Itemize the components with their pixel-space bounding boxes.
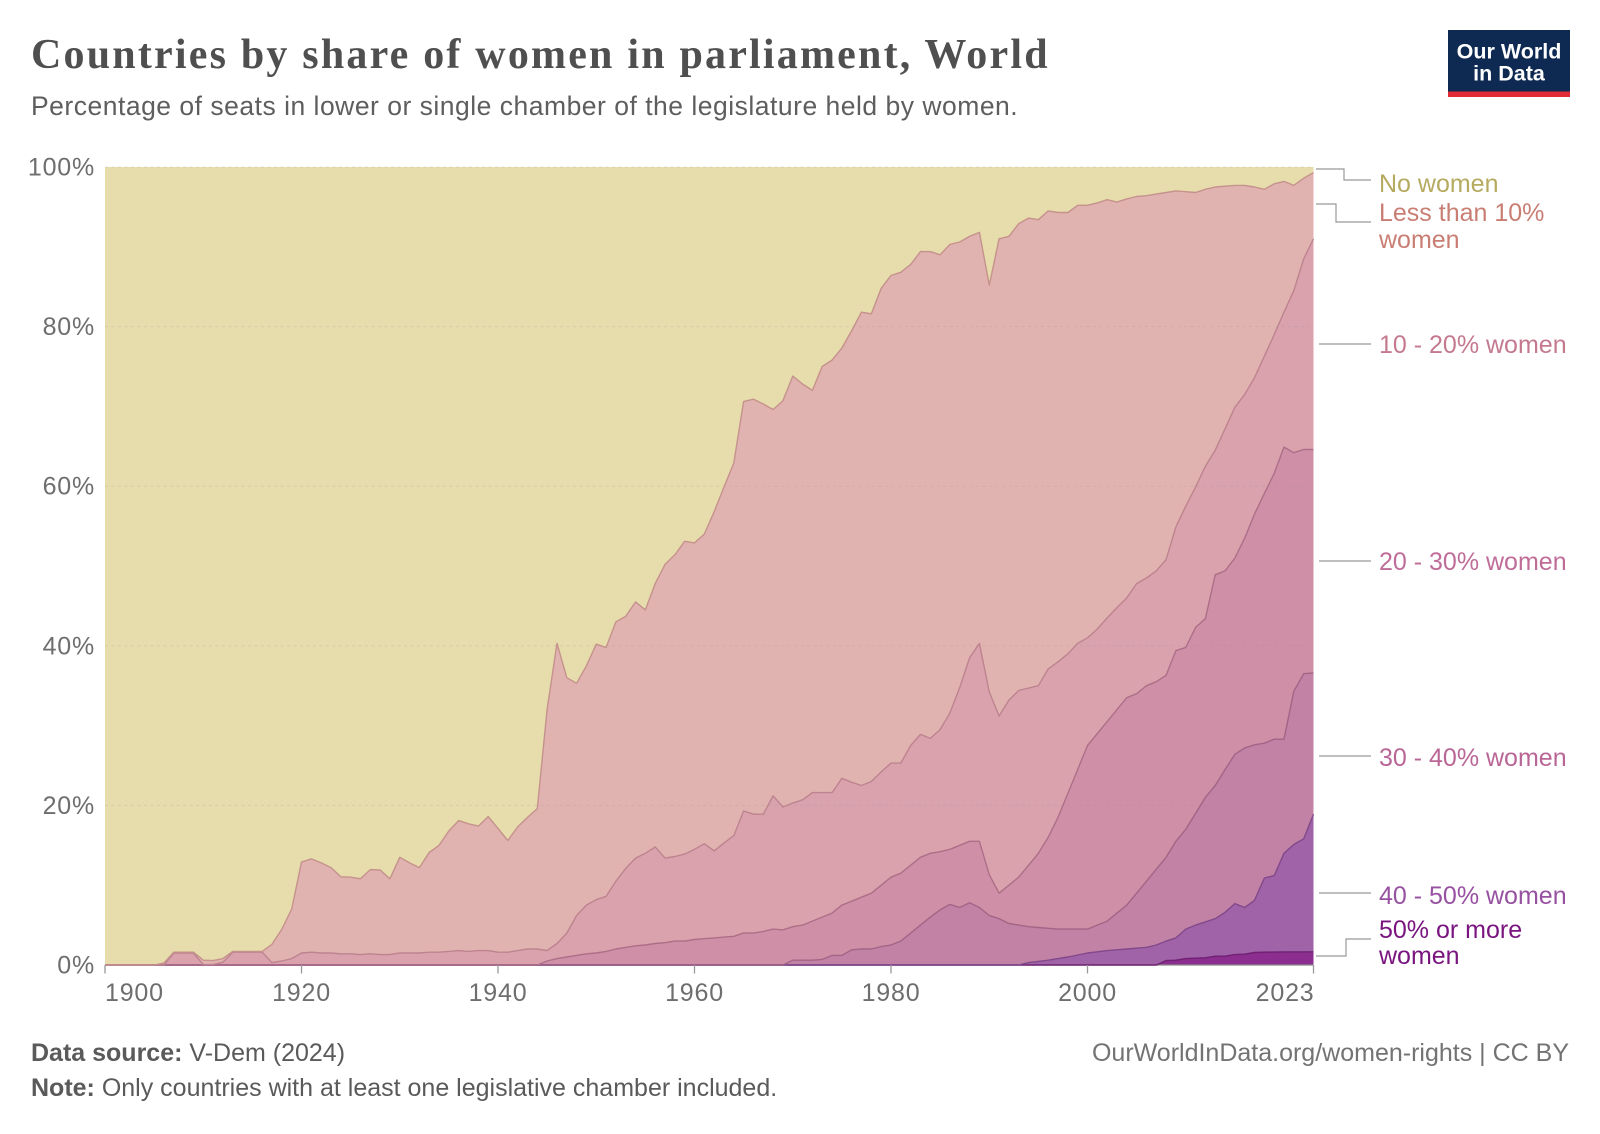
svg-text:50% or more: 50% or more (1379, 916, 1522, 944)
svg-text:No women: No women (1379, 170, 1499, 198)
svg-text:Countries by share of women in: Countries by share of women in parliamen… (31, 32, 1050, 78)
svg-text:OurWorldInData.org/women-right: OurWorldInData.org/women-rights | CC BY (1092, 1039, 1569, 1067)
svg-text:Data source: V-Dem (2024): Data source: V-Dem (2024) (31, 1039, 345, 1067)
svg-text:40%: 40% (43, 632, 95, 660)
svg-text:80%: 80% (43, 313, 95, 341)
svg-text:2000: 2000 (1058, 979, 1117, 1007)
svg-text:women: women (1378, 942, 1460, 970)
svg-text:Our World: Our World (1457, 40, 1562, 64)
svg-text:1940: 1940 (469, 979, 528, 1007)
svg-text:Less than 10%: Less than 10% (1379, 199, 1544, 227)
svg-text:0%: 0% (57, 952, 95, 980)
svg-text:1900: 1900 (105, 979, 164, 1007)
svg-text:women: women (1378, 226, 1460, 254)
svg-text:Percentage of seats in lower o: Percentage of seats in lower or single c… (31, 91, 1018, 121)
svg-text:100%: 100% (28, 154, 95, 182)
svg-text:20 - 30% women: 20 - 30% women (1379, 548, 1567, 576)
svg-text:10 - 20% women: 10 - 20% women (1379, 331, 1567, 359)
svg-text:1960: 1960 (665, 979, 724, 1007)
svg-text:2023: 2023 (1256, 979, 1315, 1007)
svg-text:30 - 40% women: 30 - 40% women (1379, 744, 1567, 772)
svg-text:Note: Only countries with at l: Note: Only countries with at least one l… (31, 1074, 777, 1102)
svg-text:60%: 60% (43, 473, 95, 501)
svg-text:1920: 1920 (272, 979, 331, 1007)
svg-text:in Data: in Data (1473, 62, 1546, 86)
svg-text:1980: 1980 (862, 979, 921, 1007)
svg-text:20%: 20% (43, 792, 95, 820)
svg-text:40 - 50% women: 40 - 50% women (1379, 882, 1567, 910)
